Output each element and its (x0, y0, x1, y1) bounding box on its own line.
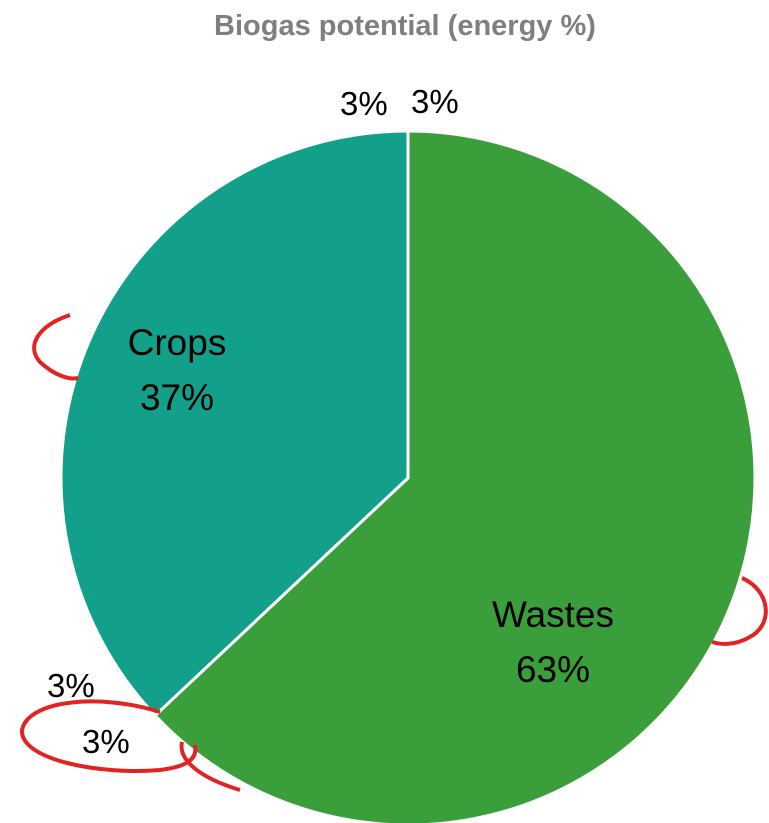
pie-slice-wastes (152, 129, 757, 823)
label-crops-name: Crops (128, 322, 227, 363)
small-label-bottom-left-lower: 3% (82, 723, 130, 760)
small-label-top-right: 3% (411, 83, 459, 120)
annotation-ellipse-right (711, 576, 768, 646)
chart-title: Biogas potential (energy %) (214, 10, 596, 42)
annotation-ellipse-bottom-small (179, 741, 241, 792)
annotation-ellipse-bottom-left (19, 699, 198, 773)
small-label-bottom-left-upper: 3% (47, 667, 95, 704)
label-wastes-percent: 63% (516, 649, 590, 690)
annotation-ellipse-left (32, 313, 79, 381)
label-wastes-name: Wastes (492, 594, 614, 635)
pie-slice-crops (59, 129, 410, 718)
annotation-circles (19, 313, 768, 792)
pie-slices (59, 129, 757, 823)
small-label-top-left: 3% (340, 85, 388, 122)
label-crops-percent: 37% (140, 377, 214, 418)
